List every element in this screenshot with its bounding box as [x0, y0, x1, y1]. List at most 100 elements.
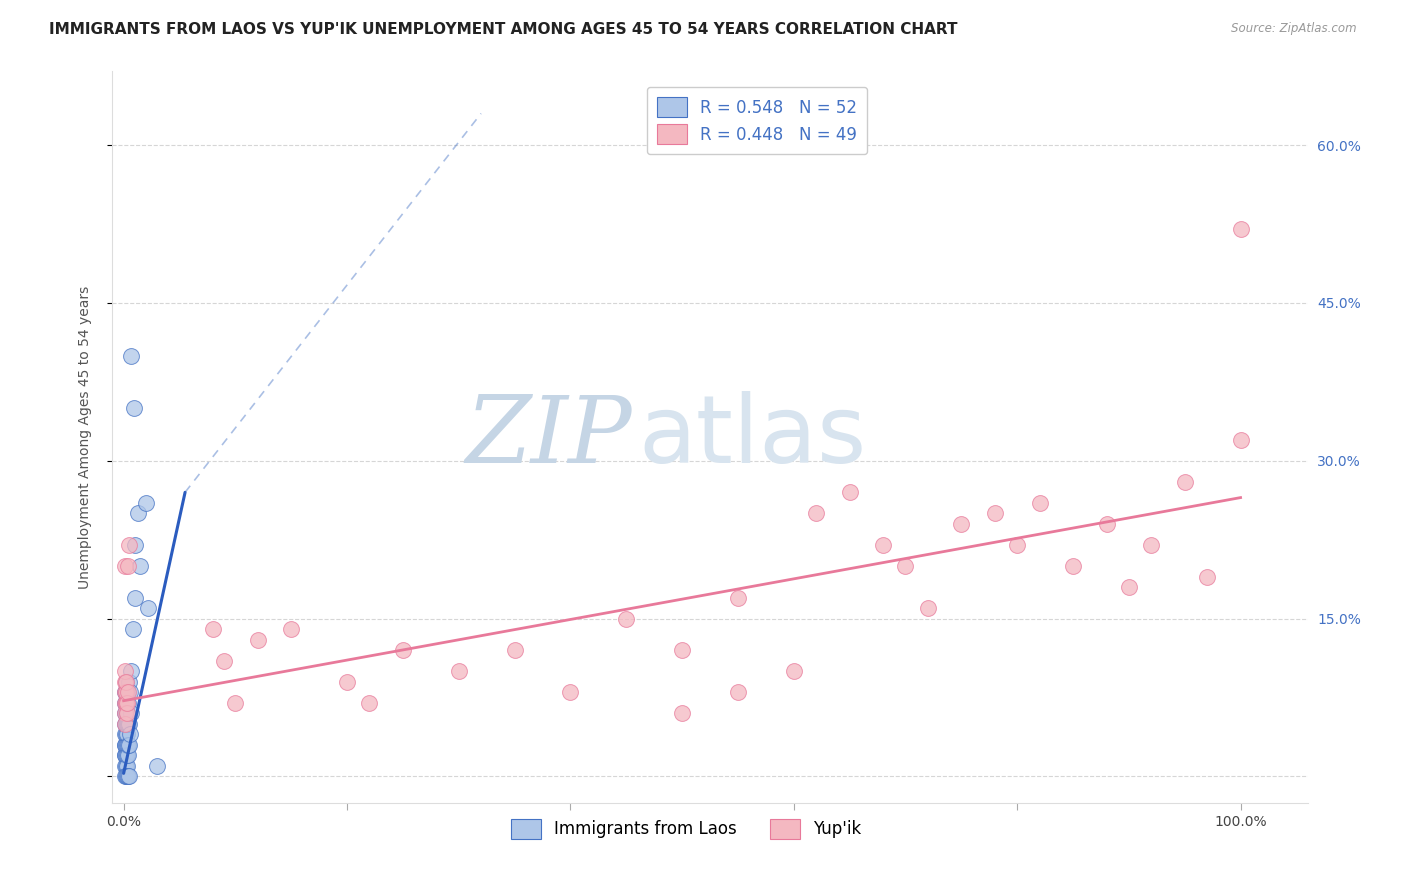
Point [122, 401, 145, 416]
Point [117, 685, 139, 699]
Point [115, 748, 138, 763]
Point [117, 738, 139, 752]
Point [503, 643, 526, 657]
Point [114, 674, 136, 689]
Point [117, 717, 139, 731]
Point [120, 685, 142, 699]
Point [115, 727, 138, 741]
Point [115, 727, 138, 741]
Point [146, 759, 169, 773]
Point [114, 706, 136, 721]
Point [124, 591, 146, 605]
Point [115, 696, 138, 710]
Point [115, 770, 138, 784]
Point [115, 706, 138, 721]
Point [114, 717, 136, 731]
Point [114, 685, 136, 699]
Point [280, 622, 302, 636]
Point [447, 665, 470, 679]
Point [1005, 538, 1028, 552]
Point [114, 727, 136, 741]
Point [114, 748, 136, 763]
Point [135, 496, 157, 510]
Point [727, 685, 749, 699]
Point [118, 717, 141, 731]
Point [124, 538, 146, 552]
Point [121, 665, 143, 679]
Point [118, 738, 141, 752]
Point [1062, 559, 1084, 574]
Point [118, 770, 141, 784]
Point [671, 706, 693, 721]
Point [201, 622, 224, 636]
Point [783, 665, 806, 679]
Point [114, 696, 136, 710]
Point [1140, 538, 1163, 552]
Point [392, 643, 415, 657]
Point [894, 559, 917, 574]
Text: IMMIGRANTS FROM LAOS VS YUP'IK UNEMPLOYMENT AMONG AGES 45 TO 54 YEARS CORRELATIO: IMMIGRANTS FROM LAOS VS YUP'IK UNEMPLOYM… [49, 22, 957, 37]
Point [114, 696, 136, 710]
Text: atlas: atlas [638, 391, 866, 483]
Point [224, 696, 246, 710]
Point [115, 685, 138, 699]
Point [115, 685, 138, 699]
Point [359, 696, 381, 710]
Point [115, 738, 138, 752]
Point [115, 706, 138, 721]
Point [671, 643, 693, 657]
Point [115, 706, 138, 721]
Point [917, 601, 939, 615]
Point [560, 685, 582, 699]
Point [1028, 496, 1050, 510]
Point [115, 738, 138, 752]
Point [115, 674, 138, 689]
Point [117, 770, 139, 784]
Point [117, 748, 139, 763]
Point [114, 706, 136, 721]
Point [127, 507, 149, 521]
Point [115, 674, 138, 689]
Point [114, 759, 136, 773]
Point [212, 654, 235, 668]
Point [115, 759, 138, 773]
Point [114, 559, 136, 574]
Point [984, 507, 1007, 521]
Point [1118, 580, 1140, 594]
Point [950, 516, 973, 531]
Point [117, 696, 139, 710]
Point [115, 748, 138, 763]
Point [118, 538, 141, 552]
Point [115, 770, 138, 784]
Point [1197, 569, 1219, 583]
Point [114, 717, 136, 731]
Point [246, 632, 269, 647]
Point [114, 665, 136, 679]
Point [1229, 222, 1251, 236]
Point [114, 685, 136, 699]
Point [115, 696, 138, 710]
Point [120, 727, 142, 741]
Point [114, 770, 136, 784]
Point [114, 738, 136, 752]
Point [121, 622, 143, 636]
Point [614, 612, 637, 626]
Y-axis label: Unemployment Among Ages 45 to 54 years: Unemployment Among Ages 45 to 54 years [77, 285, 91, 589]
Point [804, 507, 827, 521]
Point [1174, 475, 1197, 489]
Point [727, 591, 749, 605]
Point [121, 349, 143, 363]
Point [872, 538, 894, 552]
Point [1095, 516, 1118, 531]
Point [115, 685, 138, 699]
Legend: Immigrants from Laos, Yup'ik: Immigrants from Laos, Yup'ik [503, 812, 869, 846]
Point [114, 738, 136, 752]
Point [114, 748, 136, 763]
Point [115, 717, 138, 731]
Point [118, 674, 141, 689]
Text: ZIP: ZIP [465, 392, 633, 482]
Point [115, 717, 138, 731]
Point [1229, 433, 1251, 447]
Point [336, 674, 359, 689]
Point [129, 559, 152, 574]
